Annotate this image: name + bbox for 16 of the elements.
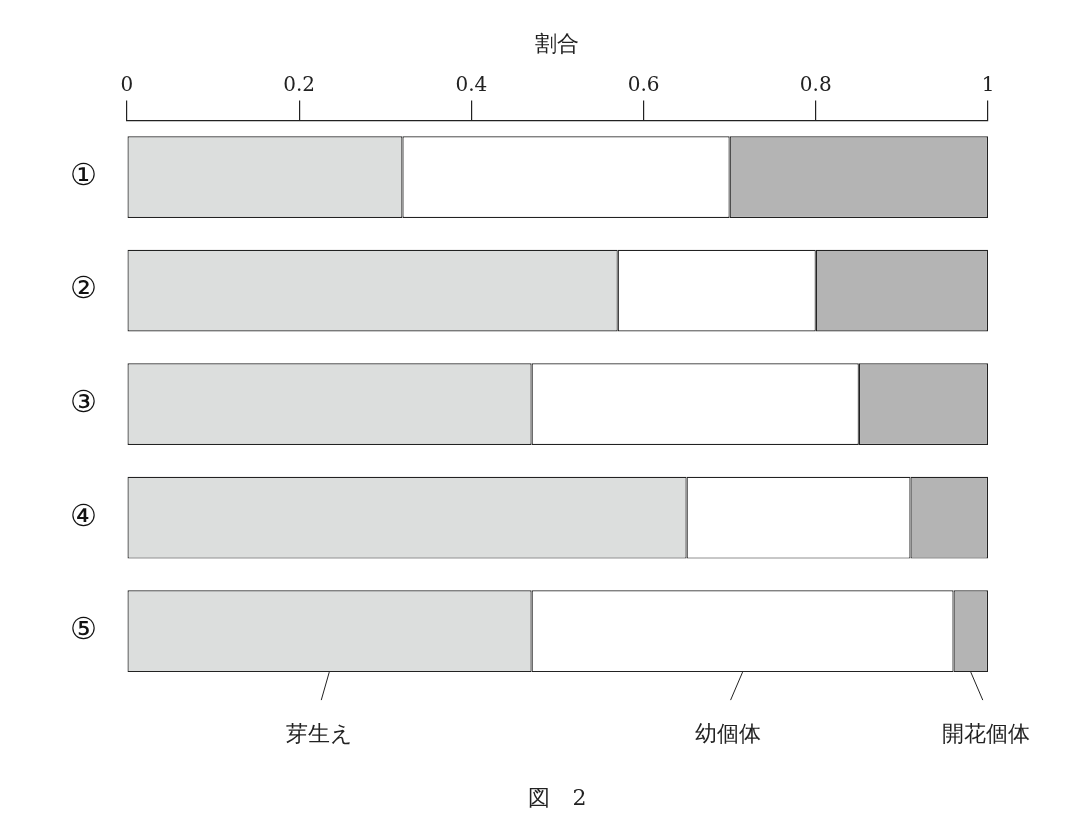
x-tick-label: 0.4 — [455, 71, 488, 96]
x-axis-title: 割合 — [535, 30, 580, 56]
y-tick-label: ⑤ — [69, 611, 97, 647]
y-tick-label: ① — [69, 156, 97, 192]
text: 芽生え — [285, 720, 353, 746]
caption: 図 2 — [528, 784, 587, 810]
x-tick-label: 0.6 — [627, 71, 660, 96]
x-tick-label: 0.8 — [799, 71, 832, 96]
x-tick-label: 0.2 — [283, 71, 316, 96]
x-tick-label: 0 — [120, 71, 134, 96]
x-tick-label: 1 — [981, 71, 995, 96]
y-tick-label: ② — [69, 270, 97, 306]
text: 開花個体 — [941, 720, 1030, 746]
text: 幼個体 — [694, 720, 761, 746]
y-tick-label: ③ — [69, 384, 97, 419]
y-tick-label: ④ — [69, 497, 97, 533]
